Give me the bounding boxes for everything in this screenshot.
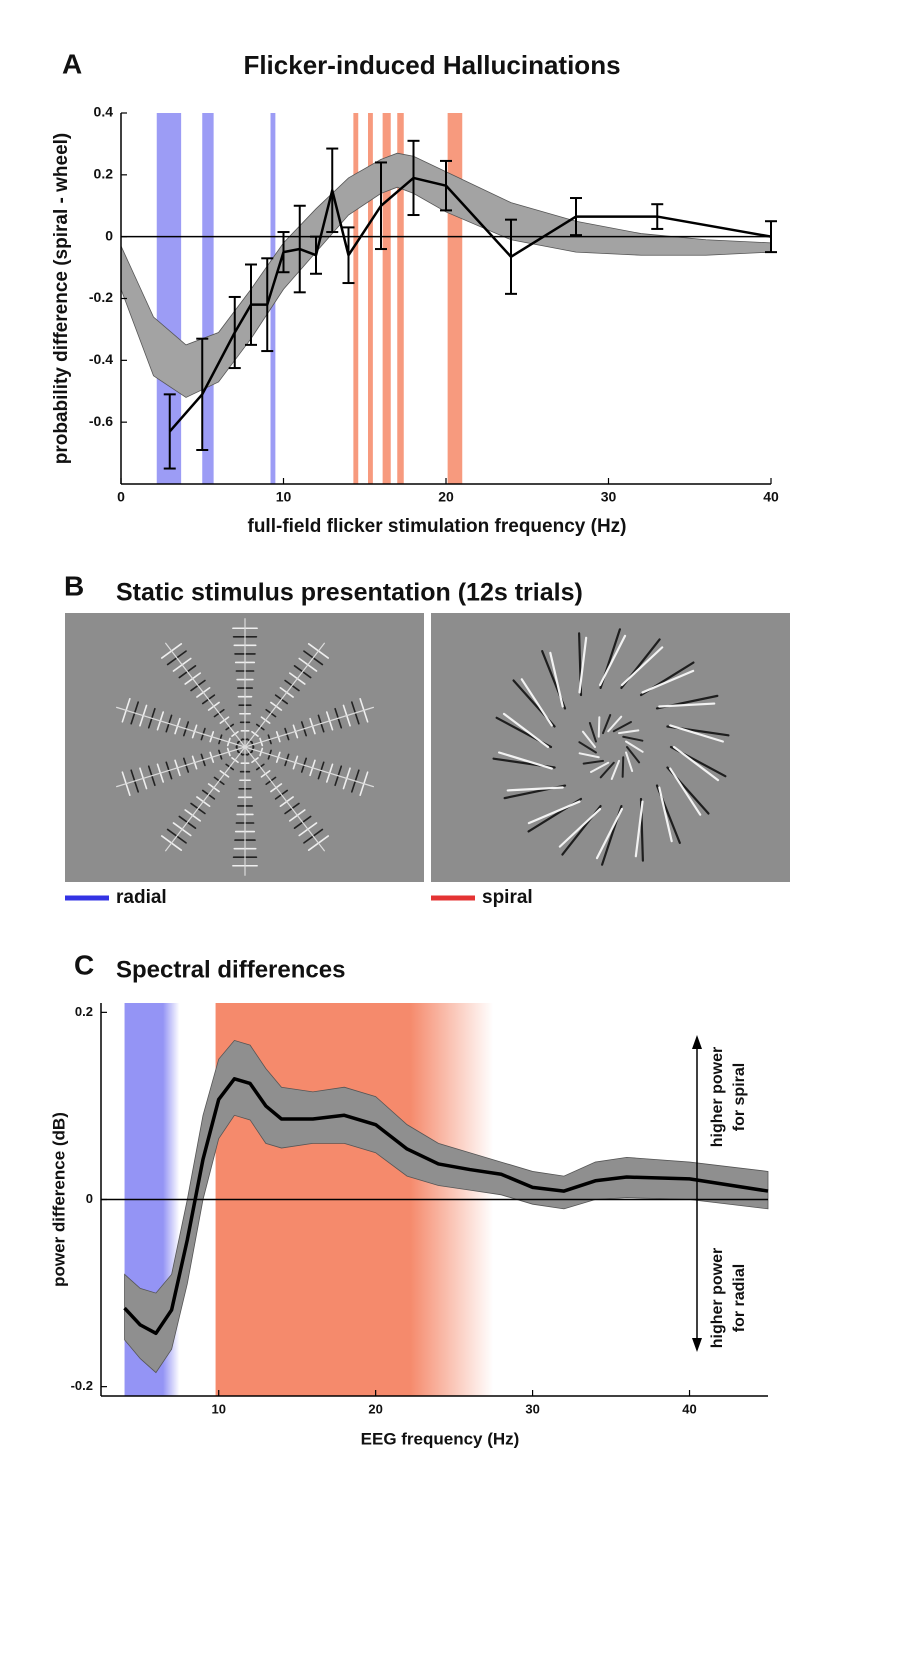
x-tick-label: 10 xyxy=(211,1401,225,1416)
stimulus-stroke xyxy=(597,716,601,738)
legend-label: radial xyxy=(116,887,167,908)
y-axis-label: probability difference (spiral - wheel) xyxy=(51,133,72,465)
stimulus-stroke xyxy=(598,634,627,687)
stimulus-stroke xyxy=(618,729,640,735)
x-tick-label: 20 xyxy=(438,489,454,505)
annotation: for spiral xyxy=(731,1063,748,1131)
confidence-band xyxy=(124,1039,769,1374)
stimulus-stroke xyxy=(578,636,588,694)
stimulus-stroke xyxy=(599,761,615,779)
y-tick-label: 0.4 xyxy=(94,104,114,120)
y-tick-label: 0 xyxy=(86,1191,93,1206)
stimulus-stroke xyxy=(622,735,644,742)
x-tick-label: 0 xyxy=(117,489,125,505)
panel-label: C xyxy=(74,949,94,980)
stimulus-stroke xyxy=(658,702,716,708)
stimulus-stroke xyxy=(116,706,246,748)
stimulus-stroke xyxy=(595,807,624,860)
y-tick-label: 0.2 xyxy=(94,166,114,182)
arrow-head xyxy=(692,1338,702,1352)
highlight-region xyxy=(353,113,359,484)
stimulus-stroke xyxy=(244,746,325,852)
x-tick-label: 30 xyxy=(525,1401,539,1416)
y-tick-label: -0.2 xyxy=(89,289,113,305)
stimulus-stroke xyxy=(549,651,564,708)
stimulus-stroke xyxy=(244,706,374,748)
annotation: for radial xyxy=(731,1264,748,1332)
legend-label: spiral xyxy=(482,887,533,908)
stimulus-stroke xyxy=(582,759,604,765)
stimulus-stroke xyxy=(658,786,673,843)
x-tick-label: 40 xyxy=(763,489,779,505)
x-axis-label: full-field flicker stimulation frequency… xyxy=(248,516,627,537)
stimulus-stroke xyxy=(620,646,664,687)
stimulus-stroke xyxy=(502,712,550,749)
y-tick-label: 0.2 xyxy=(75,1004,93,1019)
stimulus-stroke xyxy=(672,745,720,782)
highlight-region xyxy=(397,113,404,484)
y-tick-label: 0 xyxy=(105,227,113,243)
stimulus-stroke xyxy=(621,756,625,778)
annotation: higher power xyxy=(709,1248,726,1348)
stimulus-stroke xyxy=(116,746,246,788)
panel-title: Static stimulus presentation (12s trials… xyxy=(116,579,583,607)
x-tick-label: 40 xyxy=(682,1401,696,1416)
stimulus-stroke xyxy=(244,642,325,748)
stimulus-radial xyxy=(65,613,424,882)
stimulus-stroke xyxy=(669,767,702,816)
x-axis-label: EEG frequency (Hz) xyxy=(361,1429,520,1448)
stimulus-stroke xyxy=(625,751,634,773)
arrow-head xyxy=(692,1035,702,1049)
stimulus-stroke xyxy=(165,746,246,852)
annotation: higher power xyxy=(709,1047,726,1147)
stimulus-spiral xyxy=(431,613,790,882)
panel-label: B xyxy=(64,570,84,601)
panel-label: A xyxy=(62,48,82,79)
stimulus-stroke xyxy=(634,800,644,858)
stimulus-stroke xyxy=(669,724,724,743)
x-tick-label: 30 xyxy=(601,489,617,505)
stimulus-stroke xyxy=(612,721,632,733)
chart-title: Spectral differences xyxy=(116,956,345,983)
x-tick-label: 20 xyxy=(368,1401,382,1416)
stimulus-stroke xyxy=(506,786,564,792)
stimulus-stroke xyxy=(602,714,612,735)
stimulus-stroke xyxy=(590,761,610,773)
stimulus-stroke xyxy=(558,807,602,848)
stimulus-stroke xyxy=(244,746,374,788)
stimulus-stroke xyxy=(581,730,596,748)
y-tick-label: -0.6 xyxy=(89,413,113,429)
highlight-region xyxy=(382,113,391,484)
highlight-region xyxy=(202,113,214,484)
stimulus-stroke xyxy=(610,759,620,780)
stimulus-stroke xyxy=(578,741,597,754)
y-axis-label: power difference (dB) xyxy=(49,1112,68,1287)
stimulus-stroke xyxy=(625,740,644,753)
stimulus-stroke xyxy=(165,642,246,748)
highlight-region xyxy=(368,113,373,484)
x-tick-label: 10 xyxy=(276,489,292,505)
stimulus-stroke xyxy=(520,678,553,727)
stimulus-stroke xyxy=(641,669,695,694)
stimulus-stroke xyxy=(578,752,600,759)
data-line xyxy=(123,1077,769,1336)
highlight-region xyxy=(447,113,463,484)
stimulus-stroke xyxy=(607,715,623,733)
stimulus-stroke xyxy=(498,751,553,770)
y-tick-label: -0.4 xyxy=(89,351,113,367)
chart-title: Flicker-induced Hallucinations xyxy=(243,50,620,80)
stimulus-stroke xyxy=(588,721,597,743)
stimulus-stroke xyxy=(626,746,641,764)
stimulus-stroke xyxy=(527,800,581,825)
y-tick-label: -0.2 xyxy=(71,1378,93,1393)
